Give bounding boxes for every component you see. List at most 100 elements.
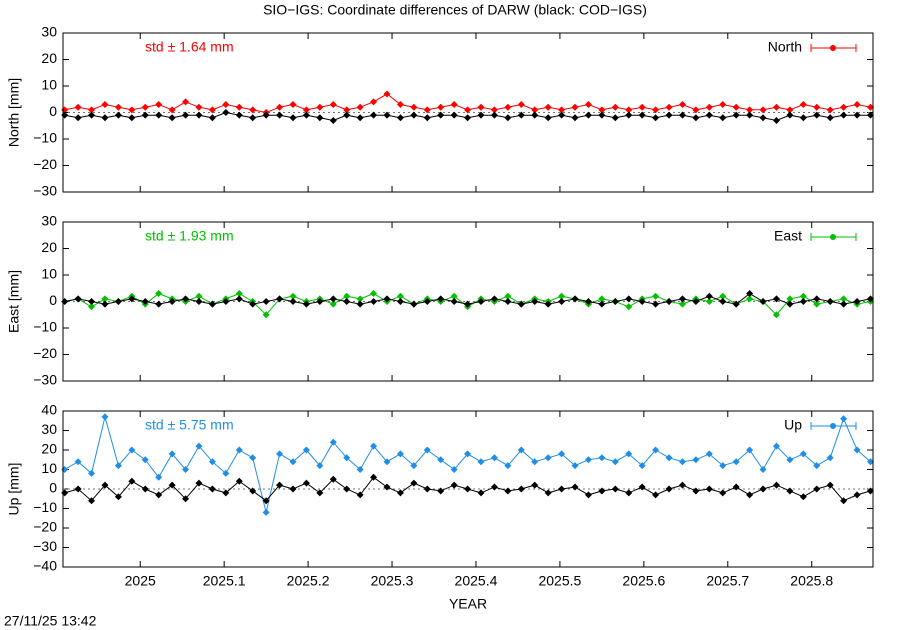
data-point: [235, 446, 243, 454]
legend-label: East: [774, 228, 802, 244]
data-point: [101, 413, 109, 421]
data-point: [396, 292, 404, 300]
x-axis-label: YEAR: [449, 596, 487, 612]
data-point: [182, 98, 190, 106]
data-point: [840, 111, 848, 119]
data-point: [531, 458, 539, 466]
data-point: [611, 485, 619, 493]
data-point: [544, 489, 552, 497]
data-point: [531, 111, 539, 119]
data-point: [356, 295, 364, 303]
data-point: [410, 479, 418, 487]
y-tick-label: 40: [41, 402, 57, 418]
data-point: [813, 103, 821, 111]
data-point: [208, 106, 216, 114]
data-point: [732, 103, 740, 111]
legend-label: North: [768, 39, 802, 55]
data-point: [517, 101, 525, 109]
data-point: [799, 292, 807, 300]
x-tick-label: 2025.5: [538, 573, 581, 589]
data-point: [155, 111, 163, 119]
data-point: [450, 292, 458, 300]
data-point: [289, 114, 297, 122]
data-point: [678, 111, 686, 119]
data-point: [746, 111, 754, 119]
data-point: [343, 106, 351, 114]
x-tick-label: 2025.4: [455, 573, 498, 589]
data-point: [262, 311, 270, 319]
data-point: [598, 300, 606, 308]
data-point: [866, 458, 874, 466]
data-point: [88, 469, 96, 477]
data-point: [195, 292, 203, 300]
data-point: [101, 295, 109, 303]
data-point: [249, 300, 257, 308]
data-point: [786, 487, 794, 495]
data-point: [128, 106, 136, 114]
data-point: [316, 114, 324, 122]
data-point: [383, 458, 391, 466]
data-point: [853, 298, 861, 305]
data-point: [746, 290, 754, 298]
y-tick-label: −30: [33, 538, 57, 554]
data-point: [101, 101, 109, 109]
data-point: [195, 111, 203, 119]
data-point: [611, 103, 619, 111]
data-point: [114, 493, 122, 501]
data-point: [477, 298, 485, 305]
x-tick-label: 2025.1: [203, 573, 246, 589]
data-point: [410, 300, 418, 308]
data-point: [343, 292, 351, 300]
data-point: [61, 298, 69, 305]
data-point: [759, 466, 767, 473]
data-point: [182, 466, 190, 473]
data-point: [370, 473, 378, 481]
data-point: [276, 450, 284, 458]
data-point: [155, 101, 163, 109]
data-point: [531, 298, 539, 305]
data-point: [490, 454, 498, 462]
data-point: [490, 295, 498, 303]
data-point: [383, 483, 391, 491]
data-point: [155, 473, 163, 481]
x-tick-label: 2025.6: [622, 573, 665, 589]
data-point: [168, 106, 176, 114]
y-tick-label: −30: [33, 183, 57, 199]
y-tick-label: −20: [33, 156, 57, 172]
data-point: [625, 303, 633, 311]
data-point: [450, 481, 458, 489]
data-point: [423, 106, 431, 114]
data-point: [302, 111, 310, 119]
data-point: [826, 481, 834, 489]
data-point: [866, 111, 874, 119]
data-point: [276, 103, 284, 111]
data-point: [464, 450, 472, 458]
data-point: [853, 101, 861, 109]
data-point: [329, 101, 337, 109]
data-point: [396, 489, 404, 497]
data-point: [329, 295, 337, 303]
data-point: [88, 303, 96, 311]
data-point: [584, 298, 592, 305]
data-point: [665, 103, 673, 111]
y-tick-label: 0: [49, 103, 57, 119]
data-point: [168, 298, 176, 305]
data-point: [652, 114, 660, 122]
x-tick-label: 2025.7: [706, 573, 749, 589]
data-point: [155, 300, 163, 308]
data-point: [128, 295, 136, 303]
data-point: [558, 450, 566, 458]
data-point: [746, 491, 754, 499]
data-point: [611, 458, 619, 466]
data-point: [329, 116, 337, 124]
data-point: [128, 446, 136, 454]
data-point: [786, 456, 794, 464]
data-point: [356, 491, 364, 499]
data-point: [222, 101, 230, 109]
data-point: [625, 450, 633, 458]
data-point: [799, 101, 807, 109]
data-point: [719, 462, 727, 470]
data-point: [692, 106, 700, 114]
data-point: [772, 116, 780, 124]
data-point: [598, 487, 606, 495]
